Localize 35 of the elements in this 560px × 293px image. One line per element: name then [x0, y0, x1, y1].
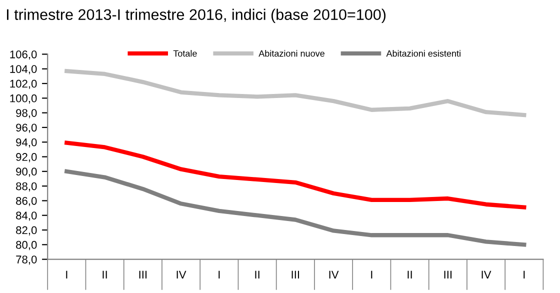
legend-label: Totale — [173, 50, 197, 57]
x-tick-label: I — [371, 270, 372, 278]
x-tick-label: I — [524, 270, 525, 278]
x-tick-label: II — [255, 270, 260, 278]
chart-title: I trimestre 2013-I trimestre 2016, indici (base 2010=100) — [7, 8, 386, 24]
x-tick-label: III — [444, 270, 452, 278]
y-tick-label: 102,0 — [10, 80, 37, 89]
y-tick-label: 86,0 — [16, 196, 37, 206]
y-tick-label: 96,0 — [16, 124, 37, 133]
x-tick-label: I — [218, 270, 220, 278]
y-tick-label: 78,0 — [16, 256, 37, 265]
x-tick-label: III — [139, 270, 147, 278]
y-tick-label: 104,0 — [10, 65, 37, 74]
y-tick-label: 82,0 — [16, 226, 37, 236]
line-series — [64, 140, 526, 210]
x-tick-label: IV — [482, 270, 492, 278]
x-tick-label: IV — [176, 270, 186, 278]
y-tick-label: 88,0 — [16, 182, 37, 192]
y-tick-label: 80,0 — [16, 240, 37, 250]
y-tick-label: 94,0 — [16, 138, 37, 148]
x-tick-label: II — [102, 270, 107, 278]
x-tick-label: IV — [329, 270, 339, 278]
y-tick-label: 100,0 — [10, 94, 37, 104]
y-tick-label: 98,0 — [16, 109, 37, 118]
legend-label: Abitazioni esistenti — [386, 50, 460, 57]
x-tick-label: III — [292, 270, 300, 278]
line-series — [64, 169, 526, 247]
legend-label: Abitazioni nuove — [258, 50, 324, 57]
y-tick-label: 84,0 — [16, 212, 37, 221]
y-tick-label: 106,0 — [10, 50, 37, 60]
x-tick-label: I — [66, 270, 68, 278]
y-tick-label: 90,0 — [16, 168, 37, 177]
x-tick-label: II — [408, 270, 412, 278]
line-series — [64, 68, 526, 118]
y-tick-label: 92,0 — [16, 153, 37, 162]
